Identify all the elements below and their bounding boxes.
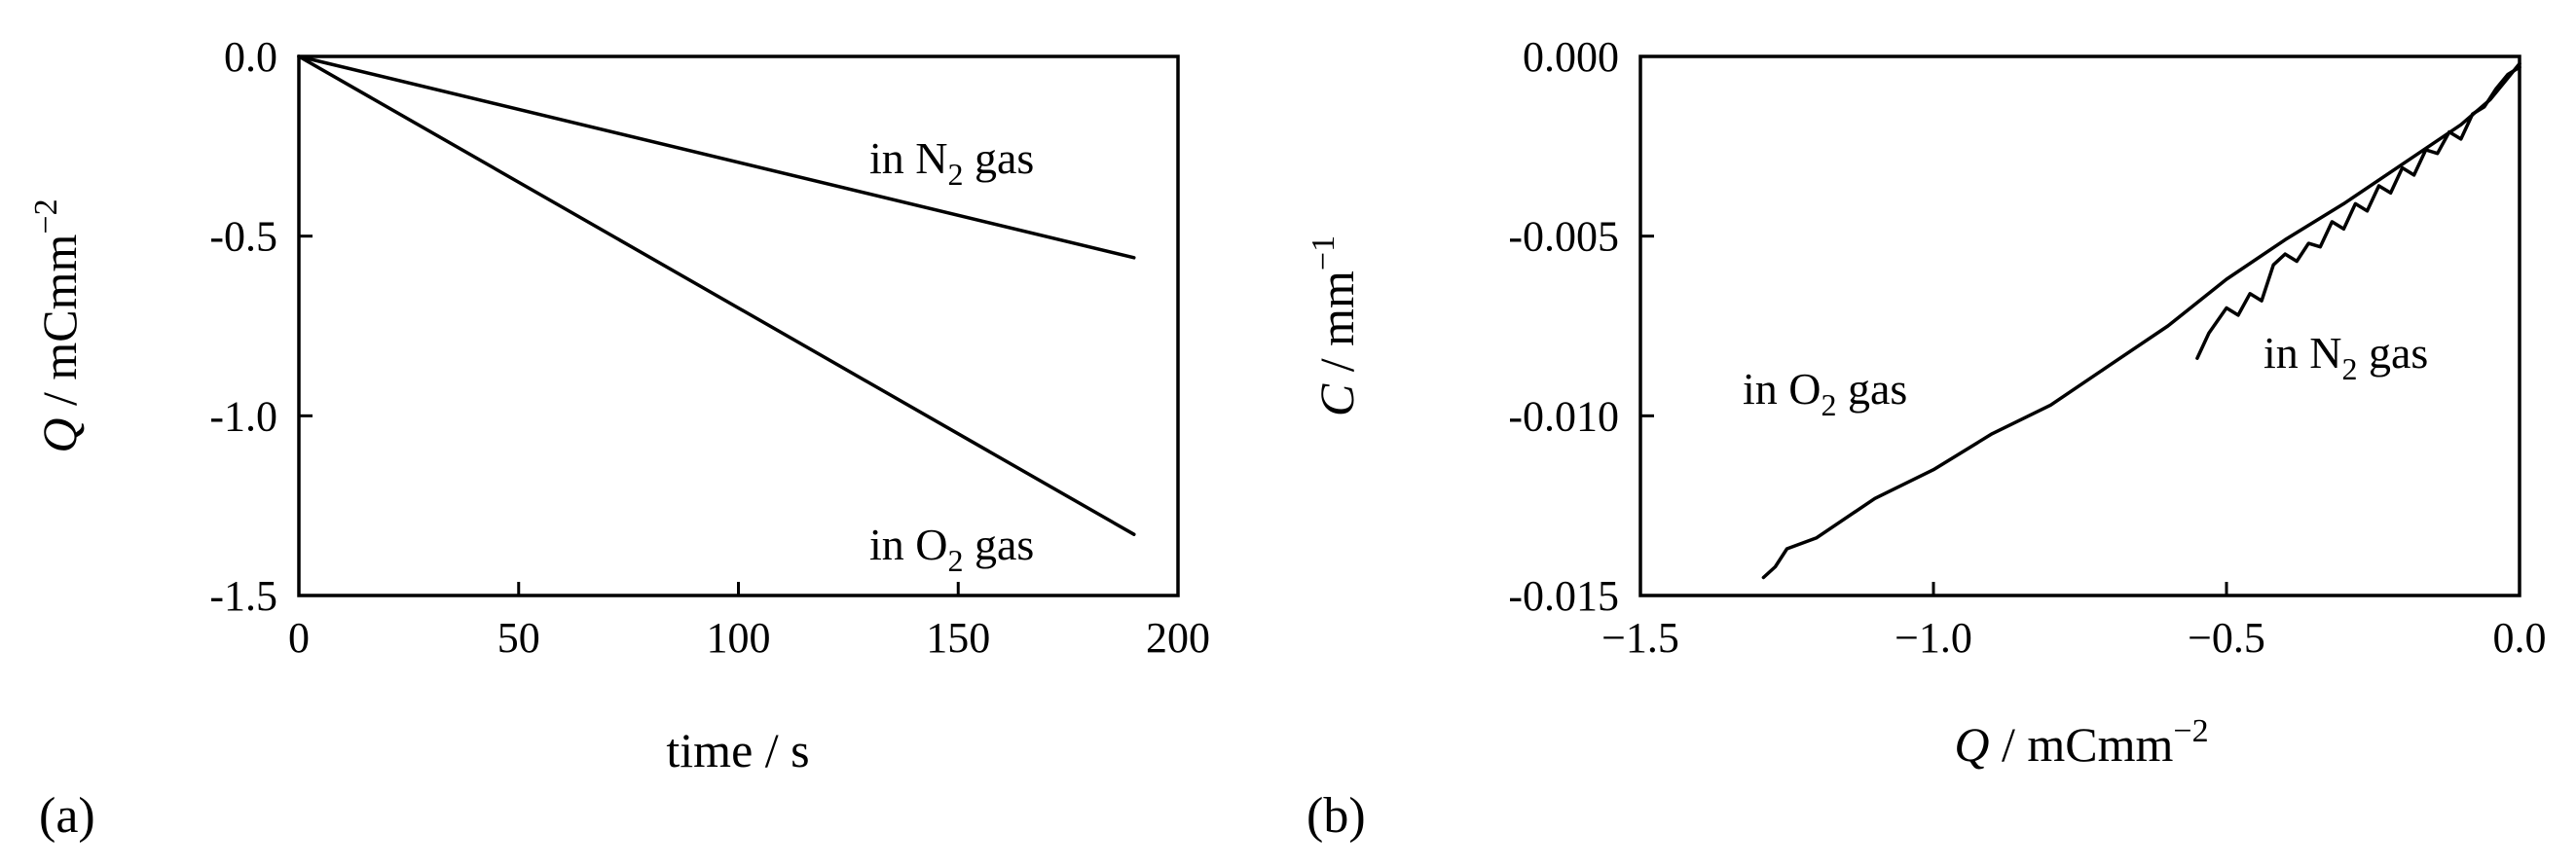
series-line-in-n2-gas [2195, 65, 2521, 360]
x-tick-label: 0.0 [2493, 614, 2547, 662]
x-tick-label: 200 [1146, 614, 1210, 662]
plot-frame-b [1638, 54, 2521, 597]
y-tick-label: -1.5 [209, 572, 277, 620]
y-tick-label: -0.010 [1508, 392, 1619, 440]
annotation-o2-a: in O2 gas [869, 520, 1034, 578]
x-tick-label: 100 [707, 614, 771, 662]
x-tick-label: 150 [926, 614, 990, 662]
series-line-in-o2-gas [1761, 61, 2521, 580]
series-line-in-o2-gas [297, 54, 1136, 536]
annotation-o2-b: in O2 gas [1743, 364, 1907, 422]
x-tick-label: −0.5 [2188, 614, 2265, 662]
y-tick-label: -0.005 [1508, 213, 1619, 261]
x-tick-label: −1.5 [1601, 614, 1679, 662]
panel-label-b: (b) [1306, 788, 1366, 844]
series-group-a [297, 54, 1136, 536]
y-axis-label-a: Q / mCmm−2 [28, 198, 87, 452]
x-tick-labels-a: 0 50 100 150 200 [288, 614, 1210, 662]
x-tick-label: 0 [288, 614, 310, 662]
annotation-n2-b: in N2 gas [2263, 328, 2428, 386]
panel-a: 0 50 100 150 200 0.0 -0.5 -1.0 -1.5 time / s Q … [28, 33, 1210, 844]
annotation-n2-a: in N2 gas [869, 133, 1034, 192]
plot-frame-a [297, 54, 1180, 597]
x-axis-label-b: Q / mCmm−2 [1954, 713, 2208, 772]
x-axis-label-a: time / s [666, 723, 809, 777]
y-tick-label: 0.000 [1523, 33, 1619, 81]
y-tick-labels-b: 0.000 -0.005 -0.010 -0.015 [1508, 33, 1619, 620]
series-line-in-n2-gas [297, 54, 1136, 260]
series-group-b [1761, 61, 2521, 580]
y-tick-label: 0.0 [224, 33, 277, 81]
y-tick-label: -1.0 [209, 392, 277, 440]
x-tick-labels-b: −1.5 −1.0 −0.5 0.0 [1601, 614, 2546, 662]
x-tick-label: 50 [497, 614, 540, 662]
tick-marks-a [297, 54, 1180, 597]
tick-marks-b [1638, 54, 2521, 597]
y-tick-label: -0.015 [1508, 572, 1619, 620]
y-tick-label: -0.5 [209, 213, 277, 261]
x-tick-label: −1.0 [1895, 614, 1972, 662]
y-axis-label-b: C / mm−1 [1306, 235, 1364, 416]
panel-b: −1.5 −1.0 −0.5 0.0 0.000-0.005-0.010-0.015 … [1306, 33, 2547, 844]
y-tick-labels-a: 0.0 -0.5 -1.0 -1.5 [209, 33, 277, 620]
panel-label-a: (a) [39, 788, 95, 844]
